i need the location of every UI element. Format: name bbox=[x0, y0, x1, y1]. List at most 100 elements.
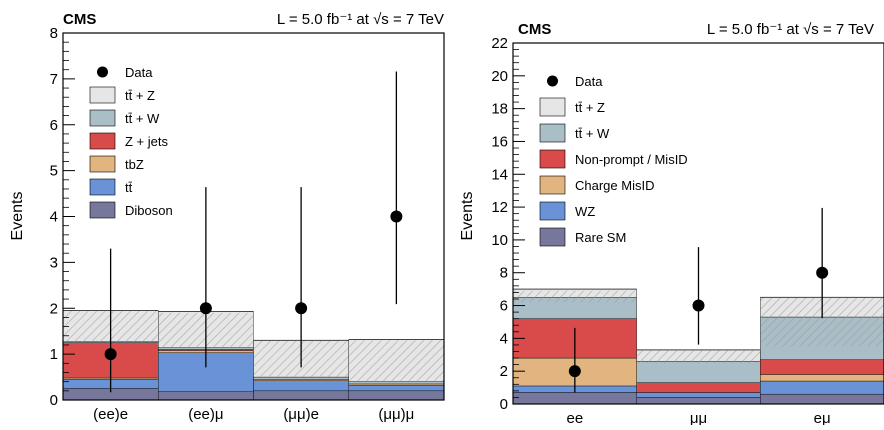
right-ytick-label-6: 12 bbox=[491, 199, 508, 216]
left-uncertainty-band-3 bbox=[348, 340, 444, 381]
right-bar-raresm-2 bbox=[760, 393, 884, 405]
right-legend-data-label: Data bbox=[575, 74, 603, 89]
left-legend-label-tbZ: tbZ bbox=[125, 157, 144, 172]
right-ytick-label-2: 4 bbox=[500, 330, 508, 347]
left-legend-label-tt: tt̄ bbox=[125, 180, 133, 195]
left-legend-data-marker bbox=[97, 66, 108, 78]
left-legend-label-ttW: tt̄ + W bbox=[125, 111, 160, 126]
left-bar-diboson-1 bbox=[158, 391, 254, 401]
right-legend-swatch-ttW bbox=[539, 123, 566, 143]
left-bar-ttW-2 bbox=[253, 376, 349, 380]
right-legend-swatch-nonprompt bbox=[539, 149, 566, 169]
left-ytick-label-4: 4 bbox=[50, 209, 58, 226]
right-category-label-2: eμ bbox=[814, 410, 831, 425]
left-lumi-label: L = 5.0 fb⁻¹ at √s = 7 TeV bbox=[277, 11, 444, 28]
left-ytick-label-2: 2 bbox=[50, 300, 58, 317]
left-bar-tbZ-2 bbox=[253, 379, 349, 381]
right-legend-label-chargemisid: Charge MisID bbox=[575, 178, 654, 193]
right-experiment-label: CMS bbox=[518, 21, 551, 38]
right-bar-ttW-1 bbox=[636, 361, 761, 383]
left-data-point-0 bbox=[104, 348, 117, 361]
right-bar-raresm-1 bbox=[636, 397, 761, 405]
right-ytick-label-7: 14 bbox=[491, 166, 508, 183]
right-axes-layer: 0 2 4 6 8 10 12 14 16 18 20 22 ee μμ eμ bbox=[491, 35, 831, 427]
right-data-point-0 bbox=[568, 365, 581, 378]
right-data-point-1 bbox=[692, 299, 705, 312]
left-bar-tt-3 bbox=[348, 385, 445, 392]
right-legend-swatch-chargemisid bbox=[539, 175, 566, 195]
left-data-point-2 bbox=[295, 302, 308, 315]
right-bar-nonprompt-1 bbox=[636, 382, 761, 393]
right-ytick-label-9: 18 bbox=[491, 101, 508, 118]
right-legend-label-ttW: tt̄ + W bbox=[575, 126, 610, 141]
left-chart-panel: CMS L = 5.0 fb⁻¹ at √s = 7 TeV Events 0 1… bbox=[9, 11, 445, 423]
right-ytick-label-4: 8 bbox=[500, 265, 508, 282]
right-legend-label-wz: WZ bbox=[575, 204, 595, 219]
left-legend-swatch-ttZ bbox=[89, 86, 116, 104]
right-ytick-label-8: 16 bbox=[491, 133, 508, 150]
left-category-label-1: (ee)μ bbox=[188, 406, 223, 423]
left-legend-swatch-tbZ bbox=[89, 155, 116, 173]
left-legend: Data tt̄ + Z tt̄ + W Z + jets tbZ tt̄ Diboson bbox=[89, 65, 173, 219]
right-category-label-1: μμ bbox=[690, 410, 707, 425]
right-ytick-label-11: 22 bbox=[491, 35, 508, 52]
left-data-point-1 bbox=[199, 302, 212, 315]
left-data-layer bbox=[104, 71, 403, 393]
left-legend-swatch-zjets bbox=[89, 132, 116, 150]
left-experiment-label: CMS bbox=[63, 11, 96, 28]
left-y-axis-label: Events bbox=[9, 192, 26, 241]
left-legend-label-ttZ: tt̄ + Z bbox=[125, 88, 155, 103]
left-bar-diboson-2 bbox=[253, 390, 349, 401]
left-category-label-2: (μμ)e bbox=[283, 406, 319, 423]
left-ytick-label-5: 5 bbox=[50, 163, 58, 180]
right-plot-frame bbox=[512, 42, 884, 405]
right-ytick-label-5: 10 bbox=[491, 232, 508, 249]
right-legend-swatch-wz bbox=[539, 201, 566, 221]
left-ytick-label-1: 1 bbox=[50, 346, 58, 363]
right-data-layer bbox=[568, 207, 829, 393]
right-y-axis-label: Events bbox=[459, 192, 476, 241]
left-bars-layer bbox=[62, 310, 445, 401]
left-ytick-label-8: 8 bbox=[50, 25, 58, 42]
right-ytick-label-0: 0 bbox=[500, 396, 508, 413]
right-uncertainty-band-1 bbox=[636, 349, 761, 363]
left-data-point-3 bbox=[390, 210, 403, 223]
left-ytick-label-6: 6 bbox=[50, 117, 58, 134]
right-bar-raresm-0 bbox=[512, 392, 637, 405]
left-bar-tt-2 bbox=[253, 380, 349, 392]
left-ytick-label-3: 3 bbox=[50, 254, 58, 271]
right-uncertainty-band-0 bbox=[513, 290, 637, 303]
left-bar-ttW-3 bbox=[348, 381, 445, 385]
left-category-label-0: (ee)e bbox=[93, 406, 128, 423]
left-legend-swatch-ttW bbox=[89, 109, 116, 127]
left-category-label-3: (μμ)μ bbox=[378, 406, 414, 423]
right-legend-label-nonprompt: Non-prompt / MisID bbox=[575, 152, 688, 167]
right-data-point-2 bbox=[816, 266, 829, 279]
left-bar-tbZ-3 bbox=[348, 383, 445, 386]
right-bar-chargemisid-2 bbox=[760, 374, 884, 382]
left-legend-swatch-tt bbox=[89, 178, 116, 196]
right-chart-panel: CMS L = 5.0 fb⁻¹ at √s = 7 TeV Events 0 2… bbox=[459, 21, 884, 427]
right-bar-wz-2 bbox=[760, 380, 884, 395]
left-legend-data-label: Data bbox=[125, 65, 153, 80]
right-lumi-label: L = 5.0 fb⁻¹ at √s = 7 TeV bbox=[707, 21, 874, 38]
right-bar-wz-1 bbox=[636, 392, 761, 398]
right-ytick-label-3: 6 bbox=[500, 298, 508, 315]
left-ytick-label-7: 7 bbox=[50, 71, 58, 88]
right-bar-nonprompt-2 bbox=[760, 359, 884, 375]
right-legend-label-ttZ: tt̄ + Z bbox=[575, 100, 605, 115]
right-legend: Data tt̄ + Z tt̄ + W Non-prompt / MisID Char… bbox=[539, 74, 688, 247]
left-bar-diboson-3 bbox=[348, 390, 445, 401]
right-ytick-label-10: 20 bbox=[491, 68, 508, 85]
left-legend-label-zjets: Z + jets bbox=[125, 134, 168, 149]
right-ytick-label-1: 2 bbox=[500, 363, 508, 380]
right-legend-label-raresm: Rare SM bbox=[575, 230, 626, 245]
right-legend-swatch-raresm bbox=[539, 227, 566, 247]
left-axes-layer: 0 1 2 3 4 5 6 7 8 (ee)e (ee)μ (μμ)e (μμ)μ bbox=[50, 25, 415, 423]
left-legend-label-diboson: Diboson bbox=[125, 203, 173, 218]
right-category-label-0: ee bbox=[566, 410, 583, 425]
right-legend-data-marker bbox=[547, 75, 558, 87]
left-ytick-label-0: 0 bbox=[50, 392, 58, 409]
right-legend-swatch-ttZ bbox=[539, 97, 566, 117]
